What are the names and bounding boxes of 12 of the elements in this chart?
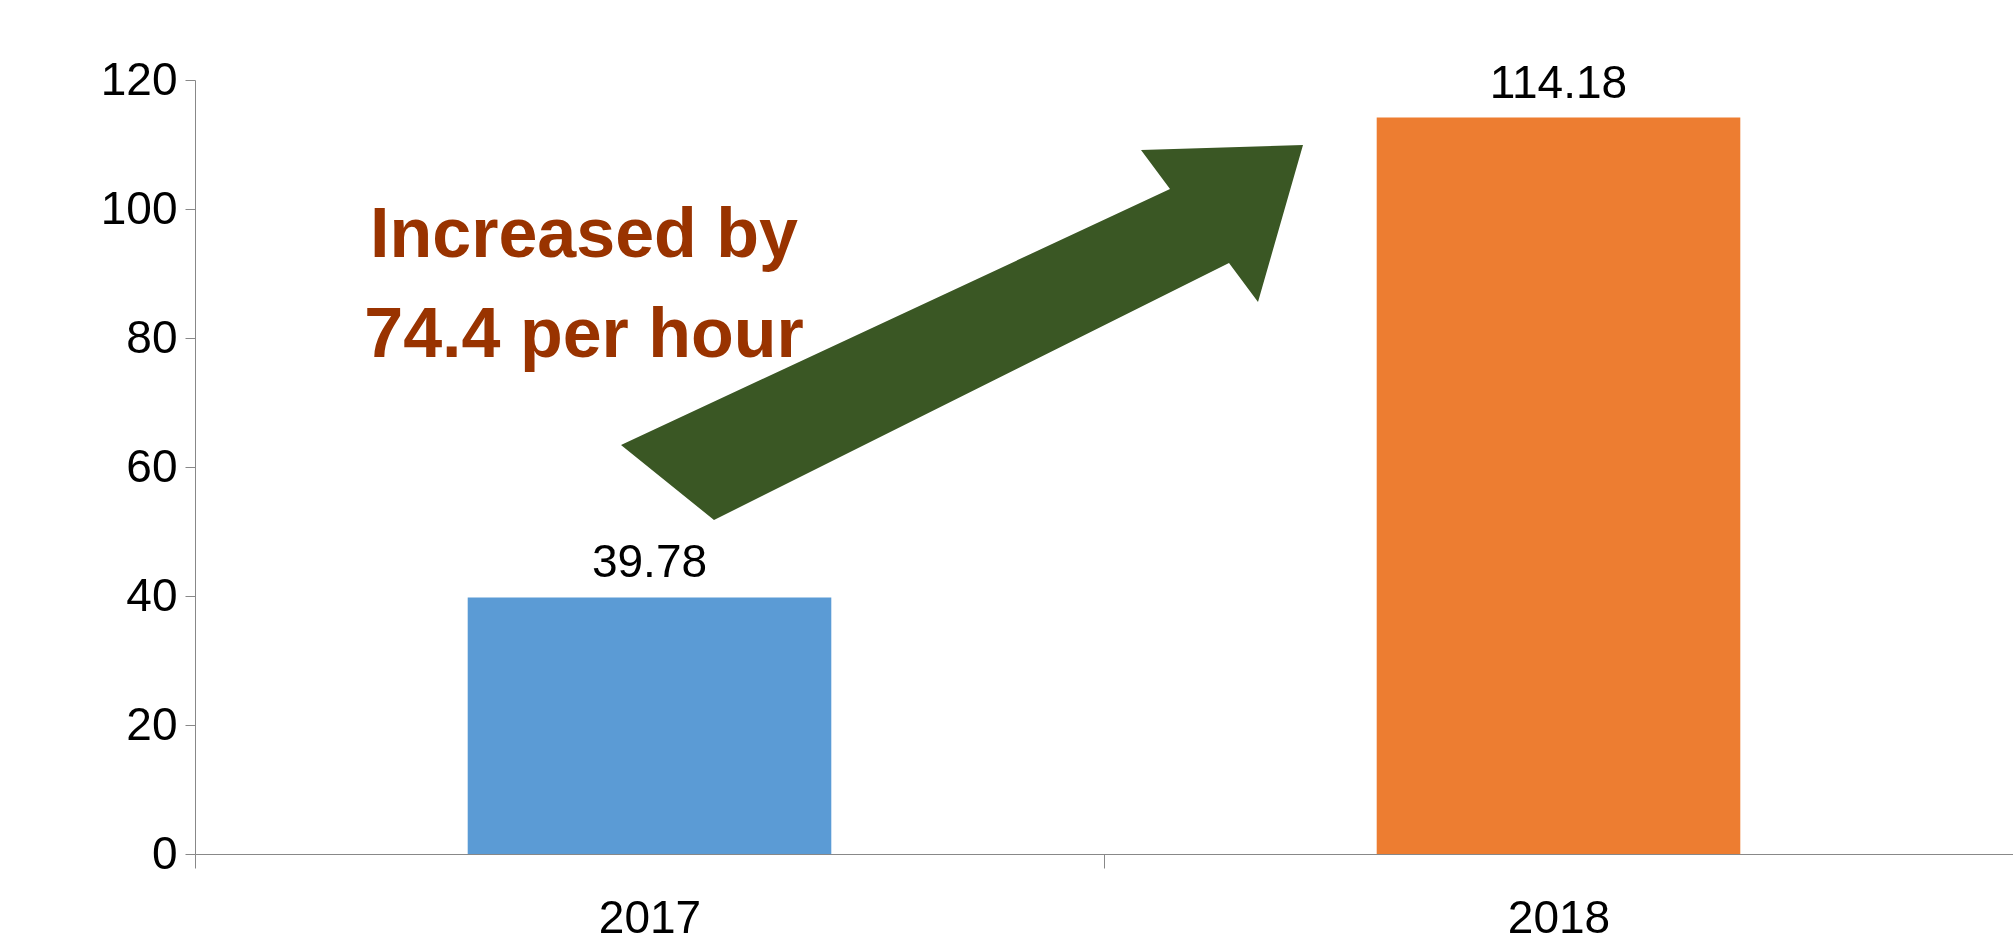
y-tick-label: 120	[100, 52, 178, 105]
data-label: 114.18	[1489, 55, 1628, 108]
y-tick-label: 0	[151, 826, 178, 879]
y-tick-label: 20	[126, 697, 178, 750]
y-tick-label: 40	[126, 568, 178, 621]
x-tick-label: 2018	[1507, 890, 1611, 943]
y-tick-label: 100	[100, 181, 178, 234]
x-tick-label: 2017	[598, 890, 702, 943]
data-label: 39.78	[591, 535, 708, 588]
y-tick-label: 60	[126, 439, 178, 492]
y-tick-label: 80	[126, 310, 178, 363]
annotation: Increased by 74.4 per hour	[364, 194, 804, 372]
